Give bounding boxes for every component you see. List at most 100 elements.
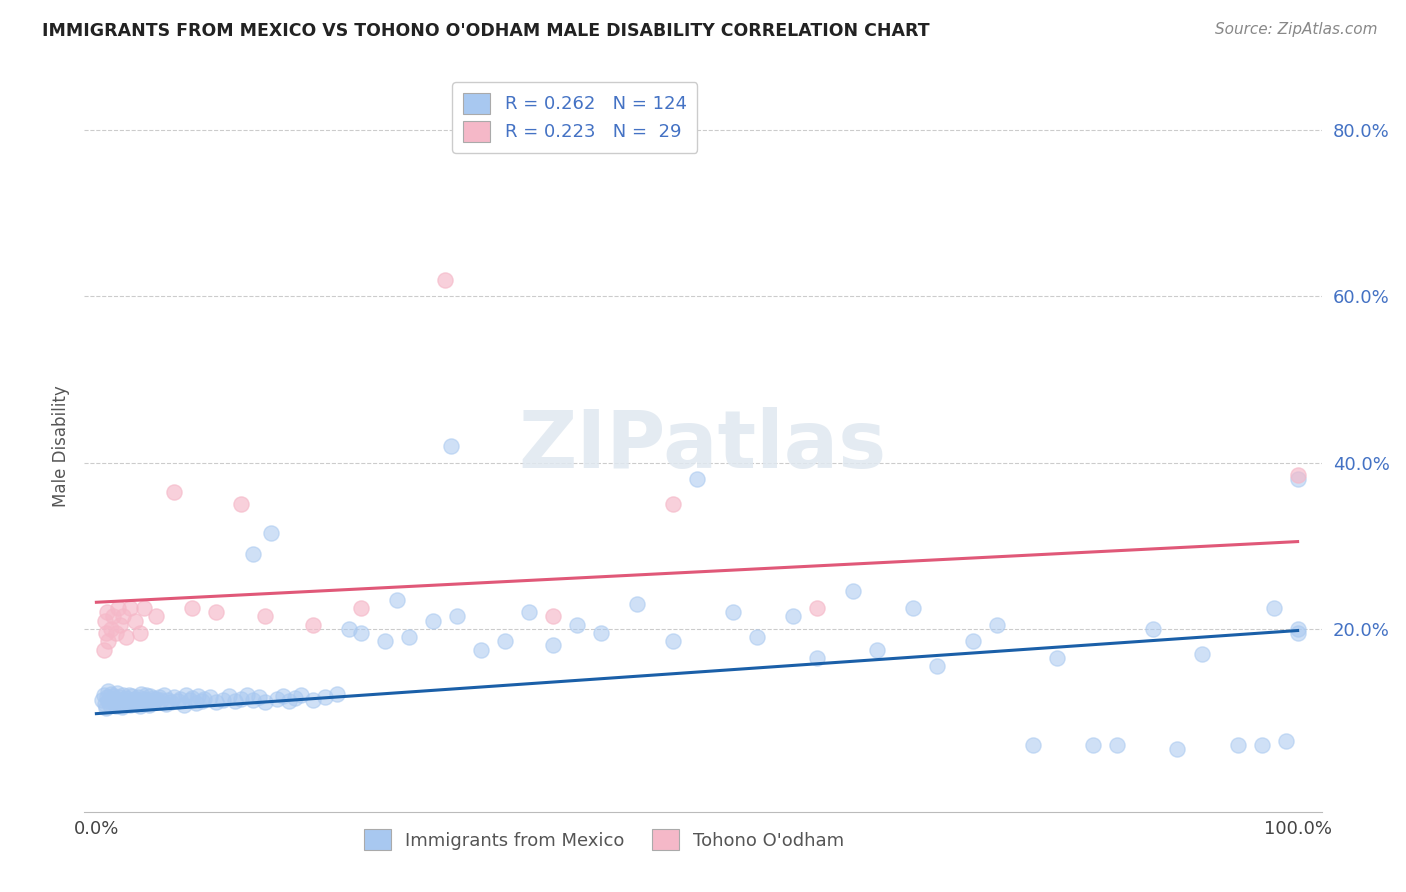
Point (184, 696, 207, 710)
Point (94, 614, 117, 628)
Point (927, 659, 949, 673)
Point (229, 497, 252, 511)
Point (148, 690, 170, 704)
Point (179, 693, 201, 707)
Point (422, 614, 444, 628)
Point (374, 634, 396, 648)
Point (446, 609, 468, 624)
Point (1046, 651, 1069, 665)
Y-axis label: Male Disability: Male Disability (52, 385, 70, 507)
Point (193, 691, 215, 706)
Point (686, 472, 709, 486)
Point (167, 694, 190, 708)
Point (589, 626, 612, 640)
Point (745, 630, 768, 644)
Point (141, 694, 163, 708)
Point (350, 626, 373, 640)
Point (115, 630, 138, 644)
Text: Source: ZipAtlas.com: Source: ZipAtlas.com (1215, 22, 1378, 37)
Point (235, 689, 257, 703)
Point (97, 634, 120, 648)
Point (662, 497, 685, 511)
Point (169, 691, 191, 706)
Point (1274, 734, 1296, 748)
Point (1286, 622, 1309, 636)
Point (145, 609, 167, 624)
Point (121, 689, 143, 703)
Point (259, 526, 281, 541)
Point (108, 690, 131, 704)
Point (100, 622, 122, 636)
Point (143, 695, 166, 709)
Legend: Immigrants from Mexico, Tohono O'odham: Immigrants from Mexico, Tohono O'odham (357, 822, 852, 857)
Point (806, 651, 828, 665)
Point (93, 642, 115, 657)
Point (132, 698, 155, 712)
Point (138, 698, 160, 713)
Point (271, 689, 294, 703)
Point (1250, 738, 1272, 752)
Point (173, 698, 195, 713)
Point (398, 630, 420, 644)
Point (433, 273, 456, 287)
Point (1286, 468, 1309, 483)
Point (565, 617, 588, 632)
Point (1022, 738, 1045, 752)
Point (301, 617, 323, 632)
Point (101, 691, 124, 706)
Point (128, 626, 150, 640)
Point (350, 601, 373, 615)
Point (314, 690, 336, 704)
Text: IMMIGRANTS FROM MEXICO VS TOHONO O'ODHAM MALE DISABILITY CORRELATION CHART: IMMIGRANTS FROM MEXICO VS TOHONO O'ODHAM… (42, 22, 929, 40)
Point (136, 692, 159, 706)
Point (440, 439, 463, 453)
Point (211, 692, 233, 706)
Point (120, 692, 142, 706)
Point (135, 689, 157, 703)
Point (1142, 622, 1164, 636)
Point (112, 693, 135, 707)
Point (98, 698, 121, 713)
Point (103, 689, 125, 703)
Point (129, 687, 152, 701)
Point (962, 634, 984, 648)
Point (191, 694, 214, 708)
Point (224, 694, 246, 708)
Point (806, 601, 828, 615)
Point (229, 691, 252, 706)
Point (626, 597, 648, 611)
Point (152, 689, 174, 703)
Point (163, 690, 186, 704)
Point (118, 601, 141, 615)
Point (124, 691, 146, 706)
Point (1107, 738, 1129, 752)
Point (103, 609, 125, 624)
Point (124, 614, 146, 628)
Point (96, 690, 118, 704)
Point (200, 690, 222, 704)
Point (842, 584, 865, 599)
Point (470, 642, 492, 657)
Point (139, 689, 162, 703)
Point (247, 690, 270, 704)
Point (115, 690, 138, 705)
Point (110, 697, 132, 711)
Point (107, 601, 129, 615)
Point (541, 639, 564, 653)
Point (145, 691, 167, 706)
Point (277, 694, 299, 708)
Point (131, 694, 153, 708)
Point (181, 690, 204, 705)
Point (134, 601, 156, 615)
Point (163, 484, 186, 499)
Point (301, 692, 323, 706)
Point (266, 691, 288, 706)
Point (104, 626, 127, 640)
Point (114, 698, 136, 712)
Point (541, 609, 564, 624)
Point (97, 694, 120, 708)
Point (110, 700, 132, 714)
Point (155, 697, 177, 711)
Point (1263, 601, 1285, 615)
Point (176, 689, 198, 703)
